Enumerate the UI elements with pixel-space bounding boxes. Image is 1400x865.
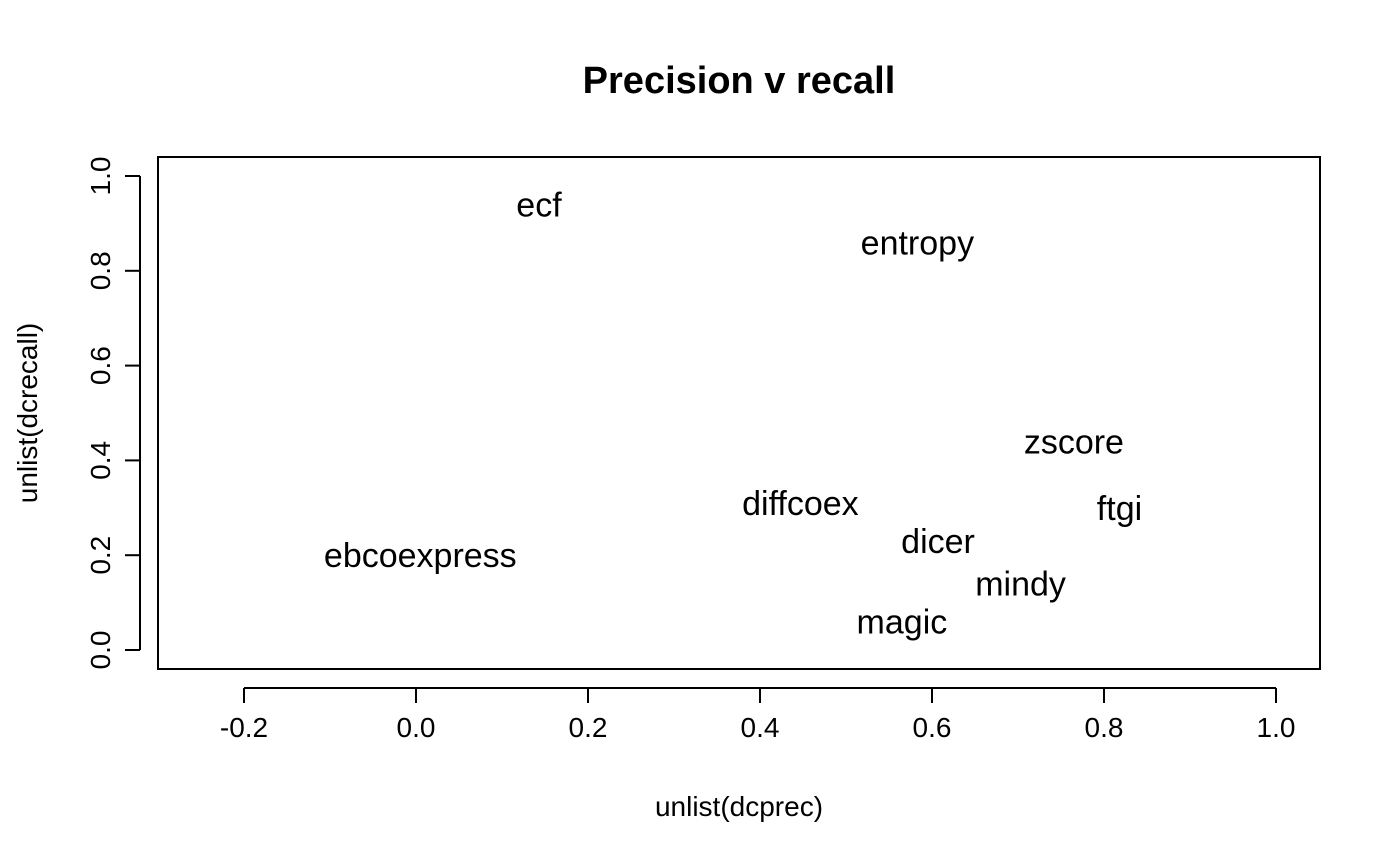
point-label-zscore: zscore: [1024, 423, 1124, 461]
y-axis: 0.0 0.2 0.4 0.6 0.8 1.0: [85, 157, 141, 670]
y-tick-label: 0.4: [85, 441, 116, 480]
y-tick-label: 1.0: [85, 157, 116, 196]
point-label-dicer: dicer: [901, 523, 975, 561]
plot-area-box: [157, 156, 1321, 670]
y-tick-label: 0.8: [85, 251, 116, 290]
point-label-diffcoex: diffcoex: [742, 485, 859, 523]
x-tick-label: 0.0: [397, 712, 436, 743]
point-labels: ecf entropy zscore diffcoex ftgi dicer ebcoexp…: [324, 186, 1142, 641]
x-axis: -0.2 0.0 0.2 0.4 0.6 0.8 1.0: [220, 687, 1296, 743]
point-label-mindy: mindy: [975, 566, 1066, 604]
x-tick-label: 1.0: [1257, 712, 1296, 743]
y-axis-title: unlist(dcrecall): [12, 323, 43, 504]
point-label-entropy: entropy: [861, 224, 974, 262]
x-tick-label: 0.2: [569, 712, 608, 743]
chart-title: Precision v recall: [583, 60, 896, 102]
point-label-ftgi: ftgi: [1097, 490, 1142, 528]
y-tick-label: 0.0: [85, 631, 116, 670]
x-axis-title: unlist(dcprec): [655, 791, 823, 822]
x-tick-label: 0.4: [741, 712, 780, 743]
point-label-ecf: ecf: [516, 186, 562, 224]
x-tick-label: 0.8: [1085, 712, 1124, 743]
x-tick-label: -0.2: [220, 712, 268, 743]
y-tick-label: 0.2: [85, 536, 116, 575]
point-label-ebcoexpress: ebcoexpress: [324, 537, 517, 575]
y-tick-label: 0.6: [85, 346, 116, 385]
x-tick-label: 0.6: [913, 712, 952, 743]
point-label-magic: magic: [857, 604, 948, 642]
